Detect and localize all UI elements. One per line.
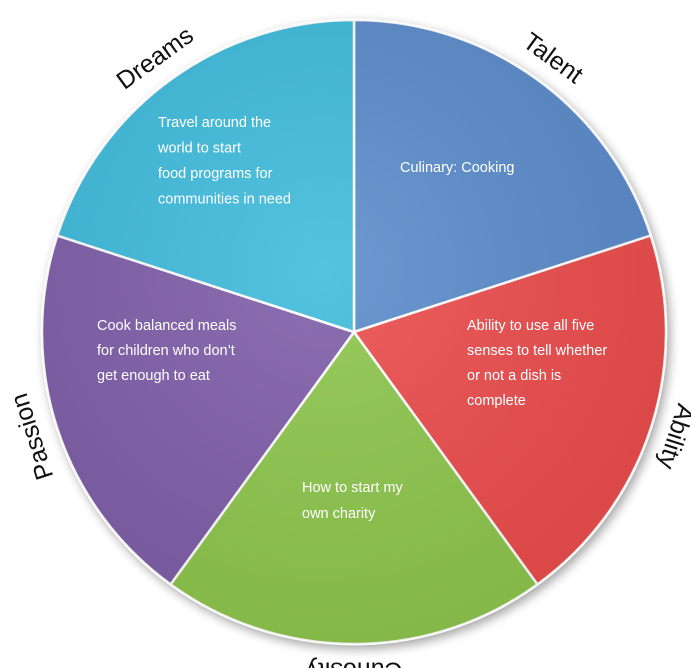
segment-text: Travel around the <box>158 115 271 131</box>
segment-text: senses to tell whether <box>467 343 607 359</box>
segment-text: Culinary: Cooking <box>400 160 514 176</box>
segment-text: complete <box>467 393 526 409</box>
segment-text: communities in need <box>158 192 291 208</box>
segment-text: Cook balanced meals <box>97 318 236 334</box>
segment-text: get enough to eat <box>97 368 210 384</box>
segment-text: food programs for <box>158 166 273 182</box>
segment-text: world to start <box>157 141 241 157</box>
segment-text: for children who don’t <box>97 343 235 359</box>
segment-text: How to start my <box>302 480 403 496</box>
segment-text: own charity <box>302 506 376 522</box>
segment-text: Ability to use all five <box>467 318 594 334</box>
segment-label: Ability <box>652 401 691 474</box>
segment-text: or not a dish is <box>467 368 561 384</box>
segment-label: Curiosity <box>305 656 403 668</box>
